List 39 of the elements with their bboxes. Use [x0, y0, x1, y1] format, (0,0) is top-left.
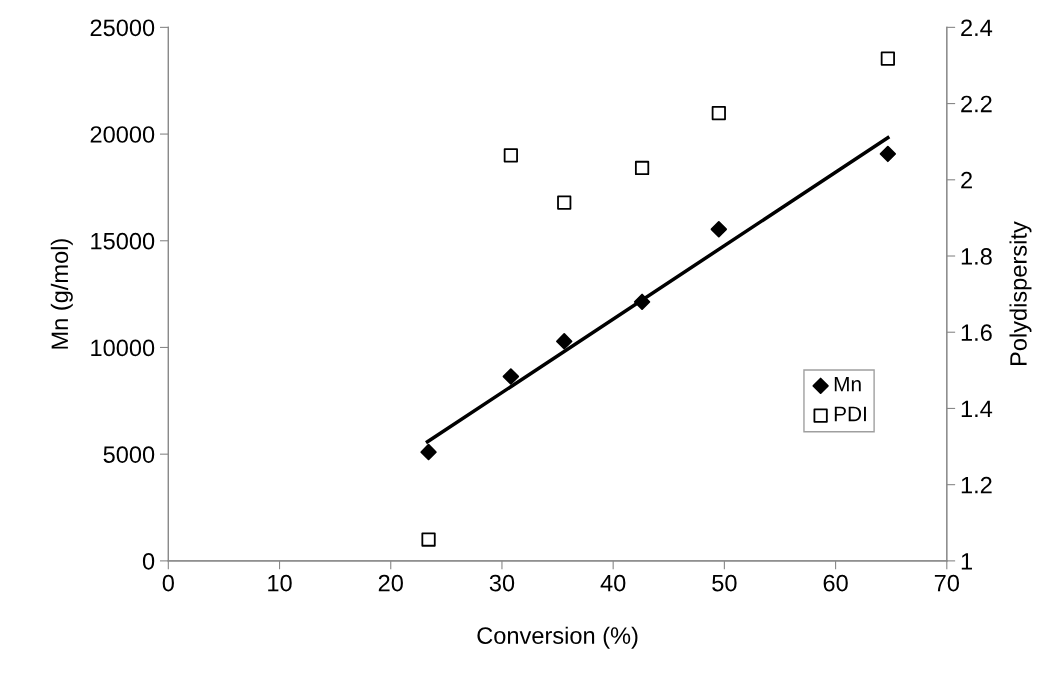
- x-tick-label: 10: [268, 574, 292, 592]
- y-tick-label: 0: [142, 552, 155, 570]
- point: [711, 105, 726, 121]
- y2-tick-label: 1.4: [961, 400, 993, 417]
- y2-tick-label: 2.2: [961, 95, 992, 113]
- x-tick-label: 40: [600, 574, 626, 592]
- point: [503, 148, 518, 163]
- y-tick-label: 5000: [103, 446, 155, 463]
- y2-axis-title: Polydispersity: [1009, 221, 1032, 366]
- point: [710, 221, 728, 238]
- point: [633, 293, 651, 310]
- y2-tick-label: 1.8: [961, 248, 992, 265]
- y-tick-label: 15000: [91, 232, 155, 250]
- legend-label: Mn: [834, 376, 861, 392]
- x-tick-label: 50: [712, 574, 737, 592]
- x-tick-label: 60: [823, 574, 848, 592]
- point: [557, 195, 572, 210]
- y2-tick-label: 2.4: [961, 19, 993, 36]
- point: [634, 160, 650, 176]
- y-tick-label: 25000: [90, 19, 155, 37]
- x-tick-label: 0: [162, 574, 174, 592]
- y2-tick-label: 1.2: [961, 476, 992, 494]
- y-tick-label: 10000: [91, 339, 155, 357]
- y-tick-label: 20000: [90, 126, 155, 143]
- y-axis-title: Mn (g/mol): [50, 239, 73, 349]
- point: [502, 368, 520, 385]
- point: [556, 333, 573, 350]
- point: [421, 532, 436, 547]
- point: [420, 443, 437, 461]
- y2-tick-label: 1.6: [961, 324, 992, 342]
- x-tick-label: 20: [378, 574, 403, 592]
- x-tick-label: 70: [934, 574, 960, 592]
- x-tick-label: 30: [489, 574, 515, 592]
- legend-label: PDI: [834, 406, 866, 422]
- y2-tick-label: 1: [961, 553, 972, 570]
- x-axis-title: Conversion (%): [477, 626, 638, 649]
- y2-tick-label: 2: [961, 171, 972, 189]
- point: [880, 51, 895, 66]
- point: [879, 145, 897, 163]
